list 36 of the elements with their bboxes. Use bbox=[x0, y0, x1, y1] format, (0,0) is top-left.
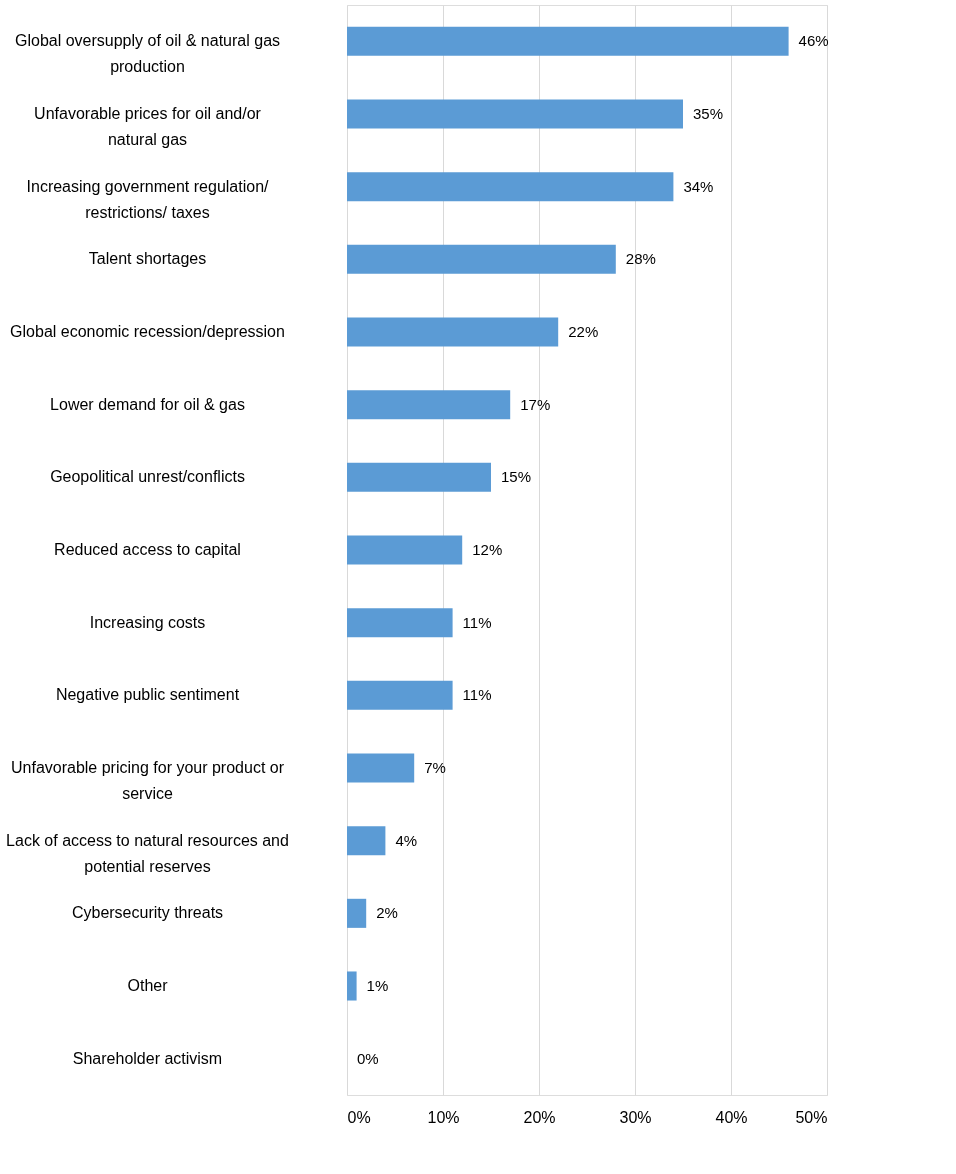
x-tick-label: 40% bbox=[715, 1108, 748, 1126]
x-tick-label: 50% bbox=[795, 1108, 828, 1126]
y-tick-label: Global economic recession/depression bbox=[10, 323, 285, 340]
data-label: 11% bbox=[462, 613, 492, 631]
y-tick-label: Lower demand for oil & gas bbox=[50, 395, 245, 413]
data-label: 11% bbox=[462, 686, 492, 704]
data-label: 35% bbox=[693, 105, 724, 122]
data-label: 4% bbox=[395, 831, 418, 849]
data-label: 12% bbox=[472, 541, 503, 558]
data-label: 34% bbox=[683, 177, 714, 195]
data-label: 0% bbox=[357, 1049, 379, 1067]
y-tick-label: Other bbox=[127, 977, 169, 994]
data-label: 22% bbox=[568, 323, 599, 340]
x-tick-label: 10% bbox=[427, 1108, 460, 1126]
data-label: 46% bbox=[798, 32, 829, 50]
y-tick-label: Unfavorable prices for oil and/or natural gas bbox=[34, 105, 262, 148]
x-tick-label: 30% bbox=[619, 1108, 652, 1126]
data-label: 2% bbox=[376, 904, 398, 922]
y-tick-label: Increasing costs bbox=[89, 613, 206, 631]
y-tick-label: Unfavorable pricing for your product or service bbox=[10, 759, 285, 802]
y-tick-label: Cybersecurity threats bbox=[71, 904, 224, 922]
data-label: 17% bbox=[520, 395, 551, 413]
data-label: 7% bbox=[424, 759, 446, 776]
data-label: 15% bbox=[501, 468, 532, 486]
y-tick-label: Reduced access to capital bbox=[54, 541, 241, 558]
y-tick-label: Geopolitical unrest/conflicts bbox=[50, 468, 245, 486]
y-tick-label: Lack of access to natural resources and potential reserves bbox=[6, 831, 289, 875]
y-tick-label: Global oversupply of oil & natural gas production bbox=[14, 32, 281, 76]
y-tick-label: Increasing government regulation/ restrictions/ taxes bbox=[26, 177, 270, 221]
y-tick-label: Negative public sentiment bbox=[55, 686, 240, 704]
y-tick-label: Shareholder activism bbox=[72, 1049, 223, 1067]
x-tick-label: 20% bbox=[523, 1108, 556, 1126]
data-label: 28% bbox=[625, 250, 656, 268]
y-tick-label: Talent shortages bbox=[88, 250, 207, 268]
x-tick-label: 0% bbox=[347, 1108, 371, 1126]
data-label: 1% bbox=[366, 977, 389, 994]
